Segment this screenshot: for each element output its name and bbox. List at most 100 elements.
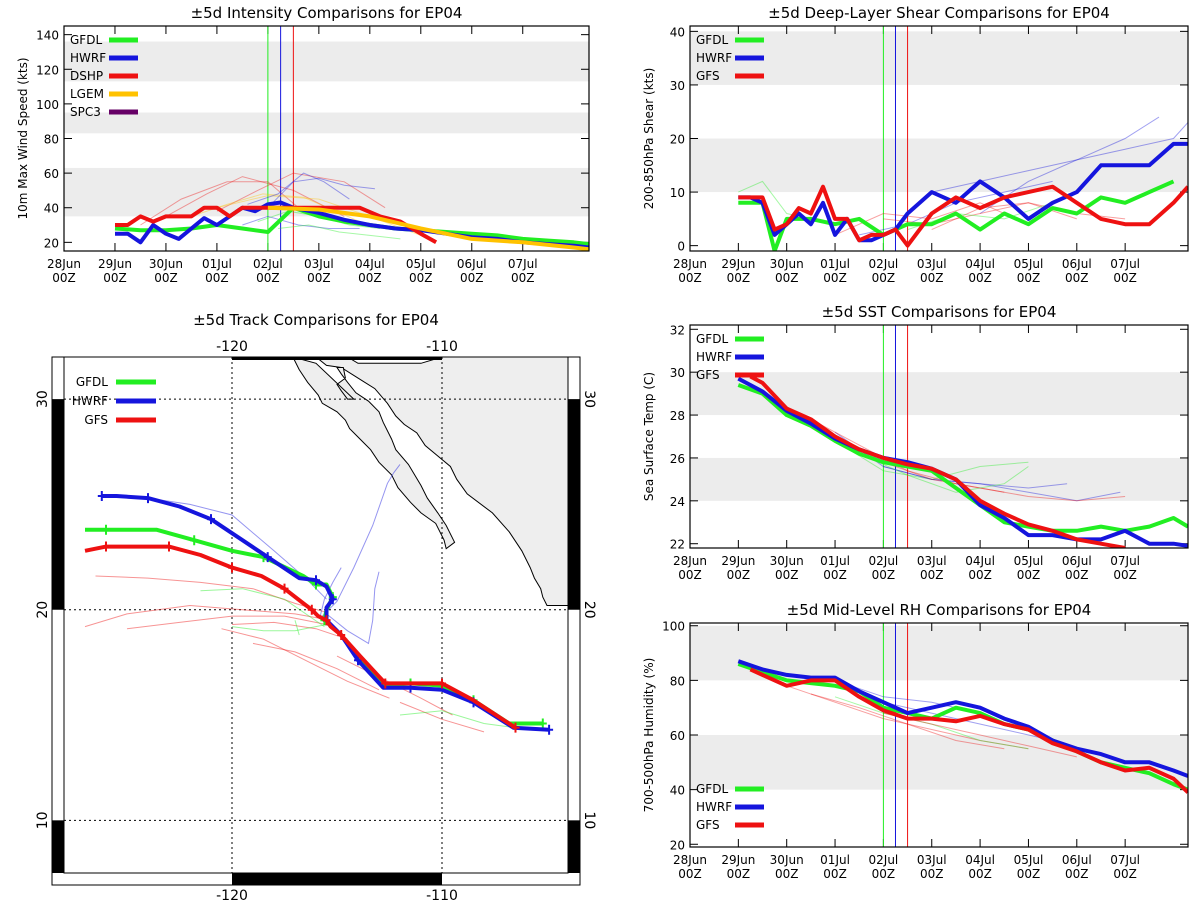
- thin-track-hwrf: [931, 116, 1160, 193]
- x-tick-day: 01Jul: [202, 257, 232, 271]
- y-tick-label: 80: [670, 674, 685, 688]
- x-tick-day: 29Jun: [721, 554, 755, 568]
- x-tick-hour: 00Z: [727, 867, 751, 881]
- track-position-marker: [337, 630, 346, 641]
- y-tick-label: 30: [670, 79, 685, 93]
- legend-label: GFS: [696, 69, 720, 83]
- x-tick-hour: 00Z: [968, 867, 992, 881]
- y-tick-label: 120: [36, 63, 59, 77]
- chart-title: ±5d Mid-Level RH Comparisons for EP04: [787, 601, 1092, 619]
- rh-panel: ±5d Mid-Level RH Comparisons for EP04 700…: [642, 601, 1189, 881]
- x-tick-day: 06Jul: [1062, 853, 1092, 867]
- chart-title: ±5d Intensity Comparisons for EP04: [191, 4, 463, 22]
- thin-track-dshp: [216, 172, 386, 212]
- map-area: [64, 357, 568, 873]
- x-tick-day: 04Jul: [355, 257, 385, 271]
- x-tick-hour: 00Z: [1017, 568, 1041, 582]
- thin-track-gfdl: [907, 202, 1053, 231]
- thin-track-gfdl: [858, 453, 1029, 493]
- x-tick-day: 02Jul: [869, 257, 899, 271]
- lon-label-bottom: -110: [426, 888, 458, 900]
- thin-track-hwrf: [326, 571, 380, 645]
- x-tick-hour: 00Z: [511, 271, 535, 285]
- series-gfs: [749, 667, 1188, 794]
- x-tick-hour: 00Z: [307, 271, 331, 285]
- thin-track-gfdl: [738, 180, 812, 220]
- series-lgem: [267, 205, 589, 251]
- y-tick-label: 80: [44, 133, 59, 147]
- x-tick-hour: 00Z: [103, 271, 127, 285]
- series-dshp: [115, 205, 438, 245]
- x-tick-day: 01Jul: [820, 853, 850, 867]
- track-position-marker: [102, 541, 110, 552]
- land-baja: [292, 357, 456, 550]
- track-position-marker: [328, 594, 337, 605]
- x-tick-day: 04Jul: [965, 257, 995, 271]
- x-tick-day: 02Jul: [869, 554, 899, 568]
- map-border-segment: [52, 399, 64, 610]
- y-tick-label: 100: [36, 98, 59, 112]
- y-tick-label: 20: [44, 236, 59, 250]
- x-tick-hour: 00Z: [920, 867, 944, 881]
- map-border-segment: [568, 820, 580, 873]
- thin-track-hwrf: [247, 172, 350, 205]
- plot-frame: [689, 622, 1189, 848]
- x-tick-hour: 00Z: [678, 271, 702, 285]
- x-tick-hour: 00Z: [154, 271, 178, 285]
- x-tick-hour: 00Z: [205, 271, 229, 285]
- track-position-marker: [280, 583, 289, 594]
- lon-label-top: -110: [426, 339, 458, 355]
- map-border-segment: [232, 873, 442, 885]
- x-tick-hour: 00Z: [358, 271, 382, 285]
- x-tick-hour: 00Z: [1113, 568, 1137, 582]
- x-tick-hour: 00Z: [678, 568, 702, 582]
- x-tick-hour: 00Z: [1017, 867, 1041, 881]
- x-tick-hour: 00Z: [920, 568, 944, 582]
- track-position-marker: [102, 524, 110, 535]
- x-tick-day: 06Jul: [457, 257, 487, 271]
- legend-label: GFDL: [696, 782, 728, 796]
- band-2: [64, 41, 589, 82]
- x-tick-hour: 00Z: [872, 271, 896, 285]
- legend-label: GFDL: [696, 33, 728, 47]
- track-position-marker: [190, 535, 199, 546]
- legend-label: GFDL: [70, 33, 102, 47]
- legend-label: HWRF: [72, 394, 108, 408]
- y-tick-label: 22: [670, 538, 685, 552]
- legend-label: GFDL: [696, 332, 728, 346]
- x-tick-day: 04Jul: [965, 853, 995, 867]
- x-tick-hour: 00Z: [1017, 271, 1041, 285]
- track-position-marker: [144, 493, 152, 504]
- x-tick-day: 05Jul: [406, 257, 436, 271]
- band-1: [64, 112, 589, 134]
- y-axis-label: 10m Max Wind Speed (kts): [16, 57, 30, 219]
- track-position-marker: [228, 562, 236, 573]
- x-tick-day: 03Jul: [304, 257, 334, 271]
- x-tick-day: 05Jul: [1014, 257, 1044, 271]
- map-border-segment: [232, 357, 442, 360]
- thin-track-gfs: [231, 621, 348, 640]
- legend-label: HWRF: [696, 800, 732, 814]
- x-tick-day: 30Jun: [770, 853, 804, 867]
- track-position-marker: [263, 552, 272, 563]
- x-tick-day: 06Jul: [1062, 257, 1092, 271]
- legend-label: SPC3: [70, 105, 101, 119]
- x-tick-hour: 00Z: [1065, 867, 1089, 881]
- thin-track-hwrf: [883, 466, 1121, 502]
- y-tick-label: 20: [670, 133, 685, 147]
- y-tick-label: 10: [670, 186, 685, 200]
- x-tick-day: 03Jul: [917, 853, 947, 867]
- x-tick-hour: 00Z: [460, 271, 484, 285]
- lon-label-bottom: -120: [216, 888, 248, 900]
- x-tick-day: 28Jun: [47, 257, 81, 271]
- y-tick-label: 24: [670, 495, 685, 509]
- thin-track-gfs: [834, 202, 1029, 236]
- x-tick-hour: 00Z: [1065, 568, 1089, 582]
- track-position-marker: [207, 514, 215, 525]
- track-position-marker: [165, 541, 173, 552]
- plot-area: [114, 26, 589, 251]
- legend-label: DSHP: [70, 69, 103, 83]
- thin-track-hwrf: [319, 464, 401, 619]
- x-tick-hour: 00Z: [1113, 867, 1137, 881]
- x-tick-day: 07Jul: [1110, 257, 1140, 271]
